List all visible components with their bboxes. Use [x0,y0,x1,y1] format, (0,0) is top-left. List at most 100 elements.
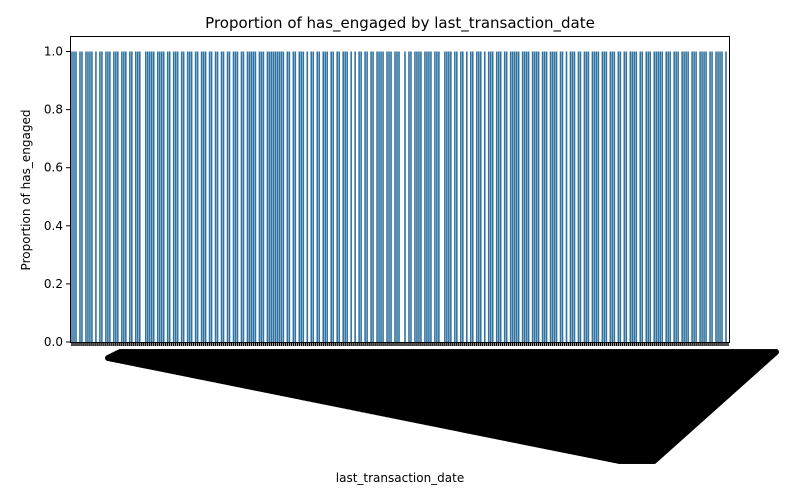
bar [605,51,608,343]
bar [513,51,516,343]
bar [625,51,628,343]
bar [717,51,719,343]
bar [619,51,622,343]
bar [469,51,472,343]
bar [497,51,500,343]
bar [691,51,693,343]
bar [410,51,412,343]
bar [531,51,534,343]
bar [386,51,388,343]
bar [121,51,123,343]
bar [655,51,658,343]
bar [168,51,171,343]
bar [418,51,420,343]
bar [553,51,556,343]
bar [95,51,97,343]
bar [721,51,723,343]
bar [462,51,464,343]
bar [99,51,101,343]
bar [202,51,205,343]
bar [117,51,119,343]
bar [200,51,203,343]
bar [156,51,159,343]
bar [460,51,462,343]
bar [71,51,73,343]
bar [456,51,458,343]
bar [246,51,249,343]
bar [113,51,115,343]
bar [657,51,660,343]
bars-group [71,51,727,343]
bar [434,51,436,343]
bar [416,51,418,343]
bar [475,51,478,343]
bar [454,51,456,343]
bar [489,51,492,343]
bar [725,51,727,343]
bar [216,51,219,343]
bar [623,51,626,343]
bar [131,51,133,343]
bar [288,51,291,343]
bar [631,51,634,343]
bar [585,51,588,343]
bar [645,51,648,343]
bar [366,51,368,343]
bar [583,51,586,343]
bar [73,51,75,343]
bar [135,51,137,343]
bar [639,51,642,343]
bar [280,51,283,343]
bar [705,51,707,343]
bar [495,51,498,343]
bar [537,51,540,343]
bar [162,51,165,343]
bar [286,51,289,343]
bar [232,51,235,343]
bar [302,51,305,343]
bar [158,51,161,343]
x-tick-label [651,349,779,464]
bar [579,51,582,343]
bar [641,51,644,343]
bar [424,51,426,343]
bar [414,51,416,343]
bar [647,51,650,343]
bar [254,51,257,343]
bar [210,51,213,343]
bar [426,51,428,343]
bar [577,51,580,343]
bar [653,51,656,343]
bar [719,51,721,343]
bar [635,51,638,343]
bar [125,51,127,343]
bar [282,51,285,343]
bar [300,51,303,343]
bar [250,51,253,343]
bar [491,51,494,343]
y-tick-label: 0.6 [44,161,63,175]
bar [208,51,211,343]
bar [398,51,400,343]
bar [364,51,366,343]
bar [448,51,450,343]
y-tick-label: 0.4 [44,219,63,233]
bar [545,51,548,343]
bar [182,51,185,343]
bar [160,51,163,343]
bar [358,51,360,343]
bar [79,51,81,343]
bar [701,51,703,343]
bar [354,51,356,343]
bar [146,51,149,343]
bar [81,51,83,343]
bar [394,51,396,343]
bar [292,51,295,343]
bar [144,51,147,343]
bar [629,51,632,343]
bar [226,51,229,343]
bar [278,51,281,343]
bar [176,51,179,343]
bar [370,51,372,343]
